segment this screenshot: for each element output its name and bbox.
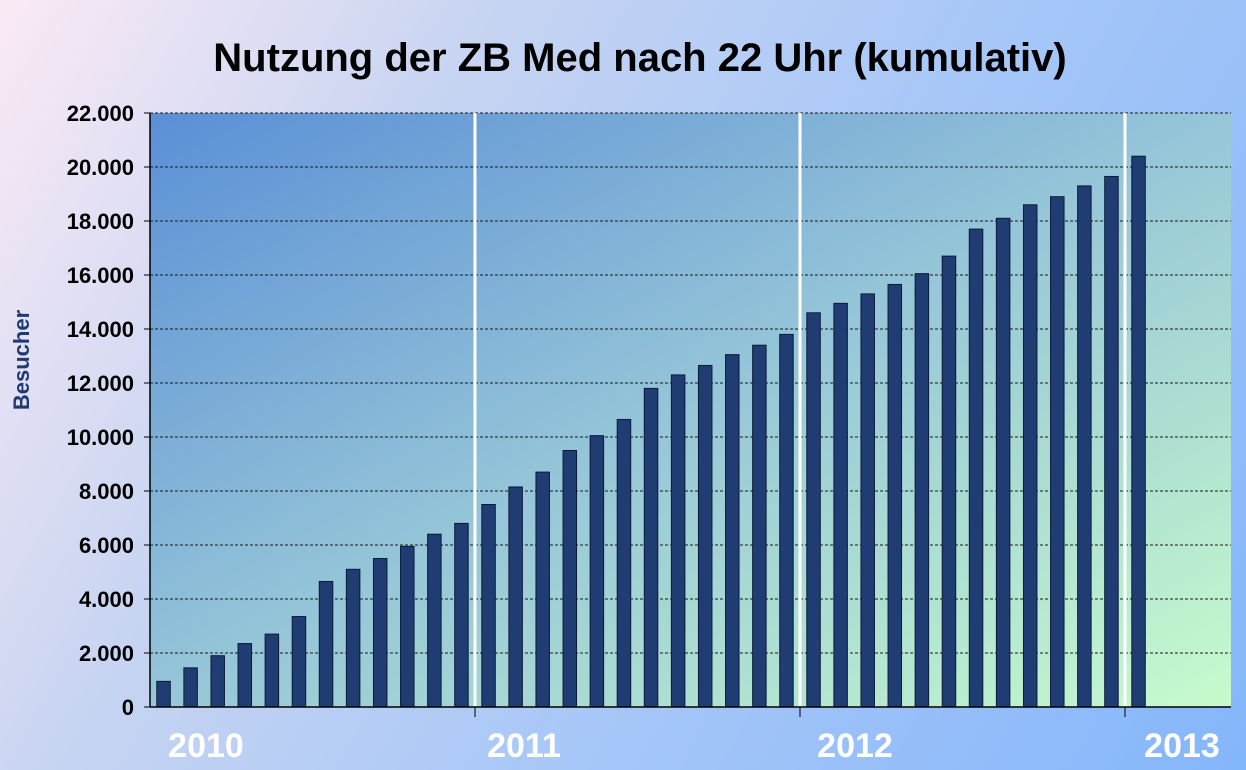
bar	[210, 655, 225, 708]
bar	[1050, 196, 1065, 708]
bar	[183, 667, 198, 708]
y-tick-label: 16.000	[67, 263, 134, 288]
bar	[1131, 155, 1146, 708]
x-year-label: 2011	[487, 727, 561, 765]
bar	[481, 504, 496, 708]
plot-area	[150, 113, 1231, 707]
bar	[860, 293, 875, 708]
y-tick-label: 8.000	[79, 479, 134, 504]
y-tick-labels: 0 2.000 4.000 6.000 8.000 10.000 12.000 14.000 1…	[67, 101, 134, 720]
y-tick-label: 14.000	[67, 317, 134, 342]
bar	[968, 228, 984, 708]
bar	[887, 283, 903, 708]
y-tick-label: 0	[122, 695, 134, 720]
y-tick-label: 2.000	[79, 641, 134, 666]
y-tick-label: 18.000	[67, 209, 134, 234]
bar	[616, 418, 632, 708]
bar	[725, 354, 740, 708]
bars	[156, 155, 1146, 708]
grid-lines	[150, 112, 1231, 654]
bar	[779, 333, 794, 708]
y-tick-label: 6.000	[79, 533, 134, 558]
bar	[1077, 185, 1092, 708]
bar	[264, 633, 280, 708]
year-separators	[473, 113, 1127, 707]
bar	[508, 486, 523, 708]
bar	[995, 217, 1011, 708]
y-tick-label: 22.000	[67, 101, 134, 126]
bar	[400, 545, 415, 708]
x-year-label: 2010	[168, 727, 244, 765]
bar	[752, 344, 767, 708]
bar	[156, 680, 171, 708]
x-year-label: 2013	[1144, 727, 1220, 765]
bar	[833, 302, 848, 708]
x-year-labels: 2010 2011 2012 2013	[168, 727, 1220, 765]
bar	[535, 471, 550, 708]
bar	[454, 522, 469, 708]
y-tick-label: 12.000	[67, 371, 134, 396]
bar	[345, 568, 361, 708]
bar	[427, 533, 442, 708]
bar	[643, 387, 659, 708]
bar	[670, 374, 686, 708]
bar	[589, 435, 605, 708]
bar	[291, 616, 307, 708]
bar	[318, 580, 334, 708]
bar	[941, 255, 957, 708]
bar	[1104, 175, 1119, 708]
x-year-label: 2012	[817, 727, 893, 765]
bar	[697, 364, 713, 708]
bar	[562, 450, 578, 708]
bar	[372, 558, 388, 708]
chart-title: Nutzung der ZB Med nach 22 Uhr (kumulati…	[213, 36, 1067, 80]
y-tick-label: 4.000	[79, 587, 134, 612]
axes	[144, 112, 1231, 717]
y-tick-label: 10.000	[67, 425, 134, 450]
bar	[806, 312, 821, 708]
bar	[237, 643, 253, 708]
bar	[1022, 204, 1038, 708]
y-tick-label: 20.000	[67, 155, 134, 180]
bar	[914, 273, 930, 708]
